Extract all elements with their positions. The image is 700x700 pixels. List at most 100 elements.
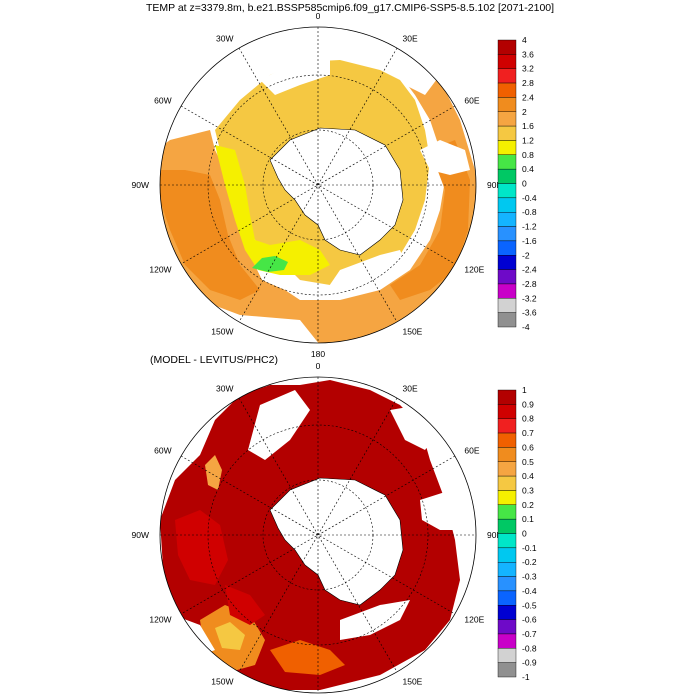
top-colorbar-box-11 (497, 197, 517, 213)
bottom-colorbar-box-0 (497, 389, 517, 405)
bottom-colorbar-box-16 (497, 619, 517, 635)
bottom-colorbar-box-6 (497, 475, 517, 491)
bottom-colorbar-box-15 (497, 605, 517, 620)
bottom-colorbar-label-14: -0.4 (522, 586, 537, 596)
bottom-field-orange-2 (205, 455, 222, 490)
top-lon-label-4: 120E (464, 265, 484, 275)
bottom-colorbar-label-16: -0.6 (522, 615, 537, 625)
bottom-colorbar-label-2: 0.8 (522, 414, 534, 424)
top-colorbar-box-16 (497, 269, 517, 285)
top-field-yellow (215, 145, 330, 275)
bottom-colorbar-label-19: -0.9 (522, 658, 537, 668)
bottom-lon-label-4: 120E (464, 615, 484, 625)
bottom-lon-label-8: 120W (149, 615, 171, 625)
top-colorbar-label-15: -2 (522, 250, 530, 260)
bottom-map-border (159, 376, 477, 694)
top-colorbar-label-18: -3.2 (522, 293, 537, 303)
top-colorbar-box-17 (497, 283, 517, 299)
top-lon-label-7: 150W (211, 326, 233, 336)
top-colorbar-label-14: -1.6 (522, 236, 537, 246)
bottom-colorbar-label-20: -1 (522, 672, 530, 682)
top-colorbar-label-7: 1.2 (522, 135, 534, 145)
top-lon-label-11: 30W (216, 34, 233, 44)
top-colorbar-box-0 (497, 39, 517, 55)
bottom-colorbar-label-0: 1 (522, 385, 527, 395)
top-longitude-labels: 0 30E 60E 90E 120E 150E 180 150W 120W 90W 60W 30W (132, 11, 503, 359)
top-colorbar-box-8 (497, 154, 517, 170)
top-colorbar-box-13 (497, 226, 517, 242)
bottom-colorbar-label-12: -0.2 (522, 557, 537, 567)
top-graticule (160, 27, 476, 343)
bottom-lon-label-9: 90W (132, 530, 149, 540)
bottom-colorbar-box-3 (497, 432, 517, 448)
top-lon-label-8: 120W (149, 265, 171, 275)
top-missing-2 (420, 140, 470, 175)
bottom-colorbar-box-2 (497, 418, 517, 434)
bottom-colorbar-box-7 (497, 490, 517, 506)
bottom-colorbar-box-17 (497, 633, 517, 649)
top-colorbar-box-4 (497, 97, 517, 112)
bottom-colorbar-label-5: 0.5 (522, 457, 534, 467)
bottom-colorbar-box-4 (497, 447, 517, 462)
bottom-colorbar-box-12 (497, 562, 517, 577)
top-field-orange-dark (160, 170, 260, 300)
bottom-colorbar-box-10 (497, 533, 517, 549)
top-colorbar-box-18 (497, 298, 517, 313)
top-colorbar-label-6: 1.6 (522, 121, 534, 131)
bottom-field-red (175, 510, 228, 585)
top-missing-3 (325, 250, 405, 292)
top-map-field (160, 27, 476, 343)
top-colorbar-box-10 (497, 183, 517, 199)
top-colorbar-label-11: -0.4 (522, 193, 537, 203)
bottom-lon-label-7: 150W (211, 676, 233, 686)
top-field-green (252, 256, 288, 272)
top-colorbar-box-1 (497, 54, 517, 69)
top-lon-label-1: 30E (403, 34, 418, 44)
top-colorbar-label-2: 3.2 (522, 64, 534, 74)
bottom-field-orange-3 (270, 640, 345, 675)
bottom-colorbar-box-19 (497, 662, 517, 678)
bottom-colorbar-box-9 (497, 518, 517, 534)
bottom-colorbar-label-10: 0 (522, 529, 527, 539)
top-colorbar-box-15 (497, 255, 517, 270)
top-colorbar-label-1: 3.6 (522, 49, 534, 59)
top-colorbar-label-19: -3.6 (522, 308, 537, 318)
bottom-colorbar-box-13 (497, 576, 517, 592)
bottom-lon-label-1: 30E (403, 384, 418, 394)
top-colorbar-label-5: 2 (522, 107, 527, 117)
bottom-colorbar-label-11: -0.1 (522, 543, 537, 553)
top-colorbar-label-10: 0 (522, 179, 527, 189)
top-colorbar: 4 3.6 3.2 2.8 2.4 2 1.6 1.2 0.8 0.4 0 -0.4 -0.8 -1.2 -… (497, 35, 537, 332)
top-colorbar-label-20: -4 (522, 322, 530, 332)
top-missing-1 (260, 55, 330, 95)
top-colorbar-label-12: -0.8 (522, 207, 537, 217)
bottom-colorbar-box-18 (497, 648, 517, 663)
bottom-missing-3 (340, 600, 410, 640)
bottom-colorbar: 1 0.9 0.8 0.7 0.6 0.5 0.4 0.3 0.2 0.1 0 -0.1 -0.2 -0.… (497, 385, 537, 682)
bottom-missing-1 (248, 390, 310, 460)
bottom-colorbar-box-8 (497, 504, 517, 520)
bottom-colorbar-label-7: 0.3 (522, 485, 534, 495)
top-colorbar-box-3 (497, 82, 517, 98)
top-colorbar-box-12 (497, 211, 517, 227)
top-colorbar-box-7 (497, 140, 517, 155)
top-lon-label-6: 180 (311, 349, 325, 359)
bottom-colorbar-label-8: 0.2 (522, 500, 534, 510)
bottom-lon-label-5: 150E (403, 676, 423, 686)
bottom-colorbar-label-9: 0.1 (522, 514, 534, 524)
top-map-border (159, 26, 477, 344)
top-colorbar-label-16: -2.4 (522, 265, 537, 275)
top-colorbar-label-17: -2.8 (522, 279, 537, 289)
top-colorbar-label-0: 4 (522, 35, 527, 45)
bottom-lon-label-10: 60W (154, 446, 171, 456)
top-colorbar-box-14 (497, 240, 517, 256)
top-colorbar-label-13: -1.2 (522, 222, 537, 232)
bottom-colorbar-box-11 (497, 547, 517, 563)
bottom-lon-label-2: 60E (464, 446, 479, 456)
bottom-lon-label-0: 0 (316, 361, 321, 371)
subtitle: (MODEL - LEVITUS/PHC2) (150, 354, 278, 366)
top-lon-label-2: 60E (464, 96, 479, 106)
top-colorbar-box-9 (497, 168, 517, 184)
